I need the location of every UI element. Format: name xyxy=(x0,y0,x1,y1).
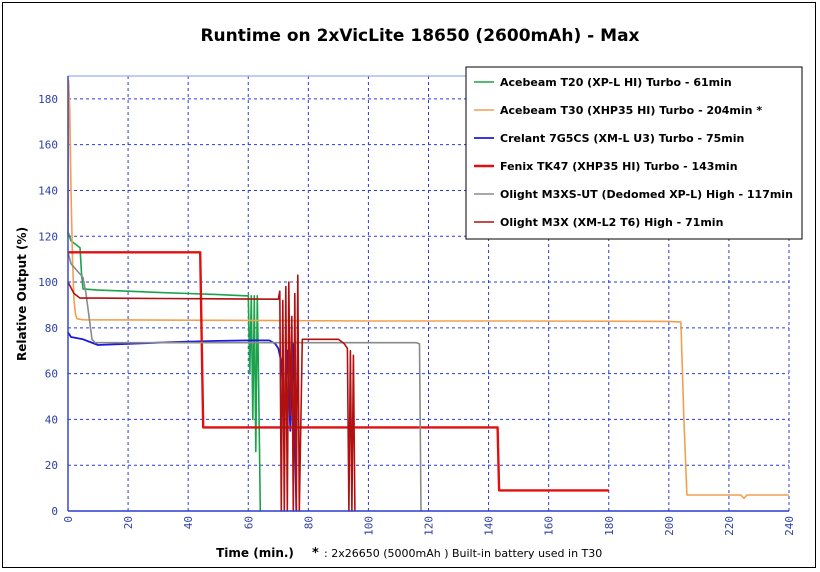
x-tick-label: 220 xyxy=(723,516,736,536)
tick-labels: 0 20 40 60 80 100 120 140 160 180 200 220 240 0 20 40 60… xyxy=(38,93,796,536)
legend: Acebeam T20 (XP-L HI) Turbo - 61min Acebe… xyxy=(465,66,803,240)
x-tick-label: 80 xyxy=(302,516,315,529)
legend-label-5: Olight M3XS-UT (Dedomed XP-L) High - 117… xyxy=(500,188,793,201)
y-tick-label: 120 xyxy=(38,230,58,243)
series-line-5 xyxy=(67,252,422,512)
y-tick-label: 0 xyxy=(51,505,58,518)
series-line-6 xyxy=(67,274,356,512)
series-line-4 xyxy=(68,251,609,492)
legend-label-6: Olight M3X (XM-L2 T6) High - 71min xyxy=(500,216,723,229)
chart-title: Runtime on 2xVicLite 18650 (2600mAh) - M… xyxy=(200,26,639,46)
y-tick-label: 180 xyxy=(38,93,58,106)
x-axis-title: Time (min.) xyxy=(216,546,294,560)
series-line-1 xyxy=(67,231,262,512)
x-tick-label: 120 xyxy=(423,516,436,536)
footnote-star: * xyxy=(312,546,319,561)
y-tick-label: 40 xyxy=(45,413,58,426)
x-tick-label: 100 xyxy=(362,516,375,536)
x-tick-label: 60 xyxy=(242,516,255,529)
y-tick-label: 20 xyxy=(45,459,58,472)
y-axis-title: Relative Output (%) xyxy=(15,227,29,361)
y-tick-label: 160 xyxy=(38,139,58,152)
legend-label-1: Acebeam T20 (XP-L HI) Turbo - 61min xyxy=(500,76,732,89)
footnote-text: : 2x26650 (5000mAh ) Built-in battery us… xyxy=(324,547,602,560)
y-tick-label: 100 xyxy=(38,276,58,289)
x-tick-label: 160 xyxy=(543,516,556,536)
x-tick-label: 180 xyxy=(603,516,616,536)
series-layer xyxy=(67,79,789,512)
y-tick-label: 140 xyxy=(38,184,58,197)
legend-label-4: Fenix TK47 (XHP35 HI) Turbo - 143min xyxy=(500,160,738,173)
legend-label-2: Acebeam T30 (XHP35 HI) Turbo - 204min * xyxy=(500,104,762,117)
x-tick-label: 140 xyxy=(483,516,496,536)
legend-box xyxy=(465,66,803,240)
series-line-2 xyxy=(67,79,789,500)
x-tick-label: 240 xyxy=(783,516,796,536)
y-tick-label: 60 xyxy=(45,368,58,381)
x-tick-label: 200 xyxy=(663,516,676,536)
x-tick-label: 0 xyxy=(62,516,75,523)
series-line-3 xyxy=(67,331,298,512)
x-tick-label: 20 xyxy=(122,516,135,529)
legend-label-3: Crelant 7G5CS (XM-L U3) Turbo - 75min xyxy=(500,132,744,145)
x-tick-label: 40 xyxy=(182,516,195,529)
y-tick-label: 80 xyxy=(45,322,58,335)
